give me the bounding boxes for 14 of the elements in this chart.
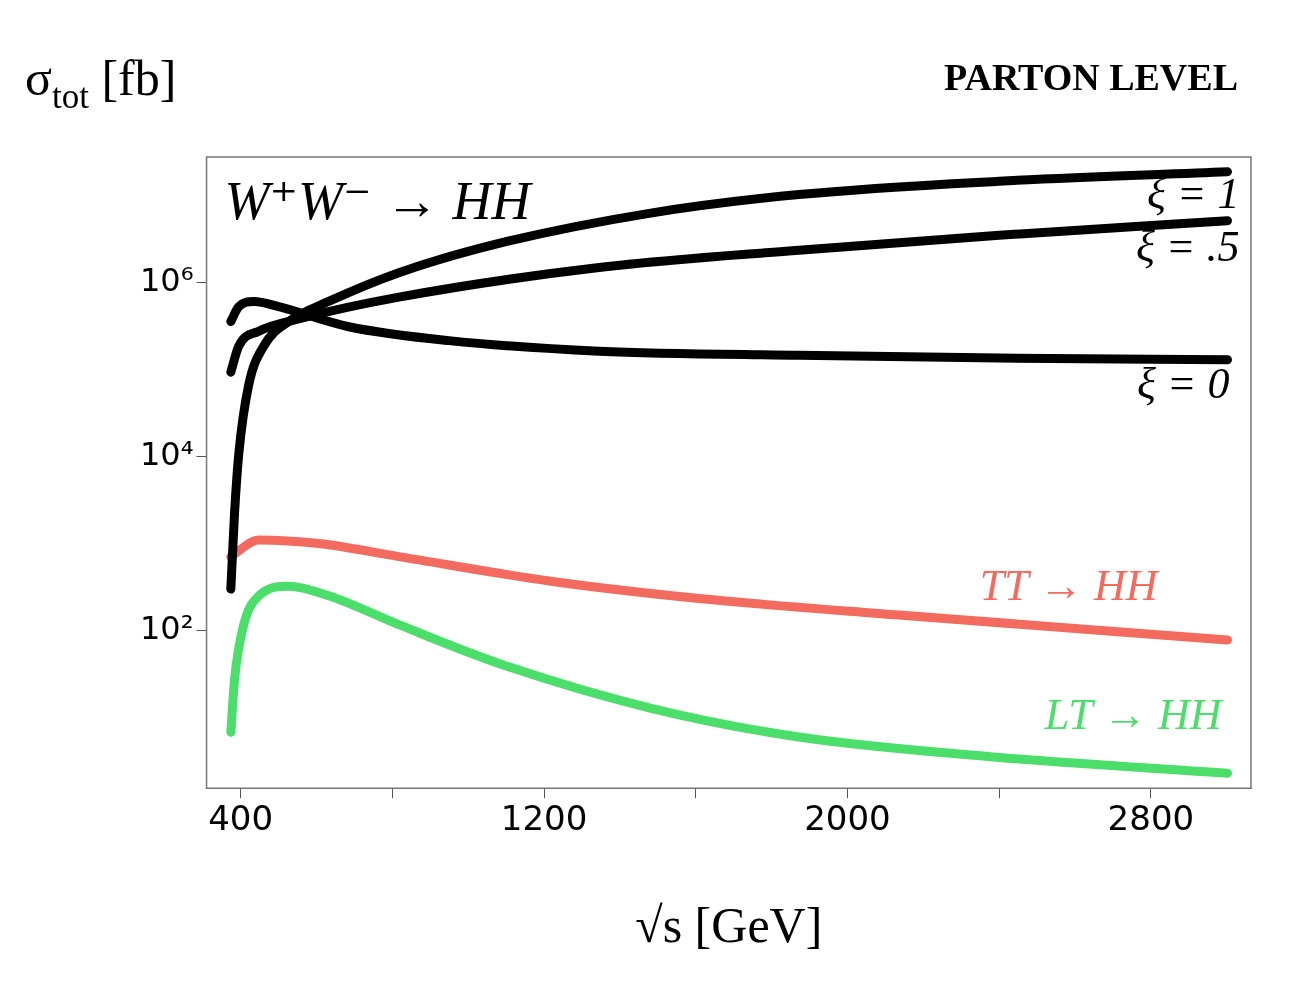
annotation: W⁺W⁻ → HH — [224, 171, 534, 231]
series-label: TT → HH — [979, 561, 1160, 611]
chart-title: PARTON LEVEL — [944, 56, 1238, 98]
series-label: LT → HH — [1043, 690, 1224, 740]
x-tick-label: 400 — [208, 798, 274, 839]
series-label: ξ = 0 — [1136, 358, 1230, 408]
x-tick-label: 2800 — [1107, 798, 1195, 839]
y-tick-label: 10⁴ — [140, 434, 194, 473]
x-tick-label: 1200 — [500, 798, 588, 839]
x-tick-label: 2000 — [804, 798, 891, 839]
y-tick-label: 10² — [140, 608, 194, 647]
series-label: ξ = .5 — [1135, 221, 1240, 271]
x-axis-title: √s [GeV] — [635, 897, 823, 953]
y-tick-label: 10⁶ — [140, 260, 194, 299]
